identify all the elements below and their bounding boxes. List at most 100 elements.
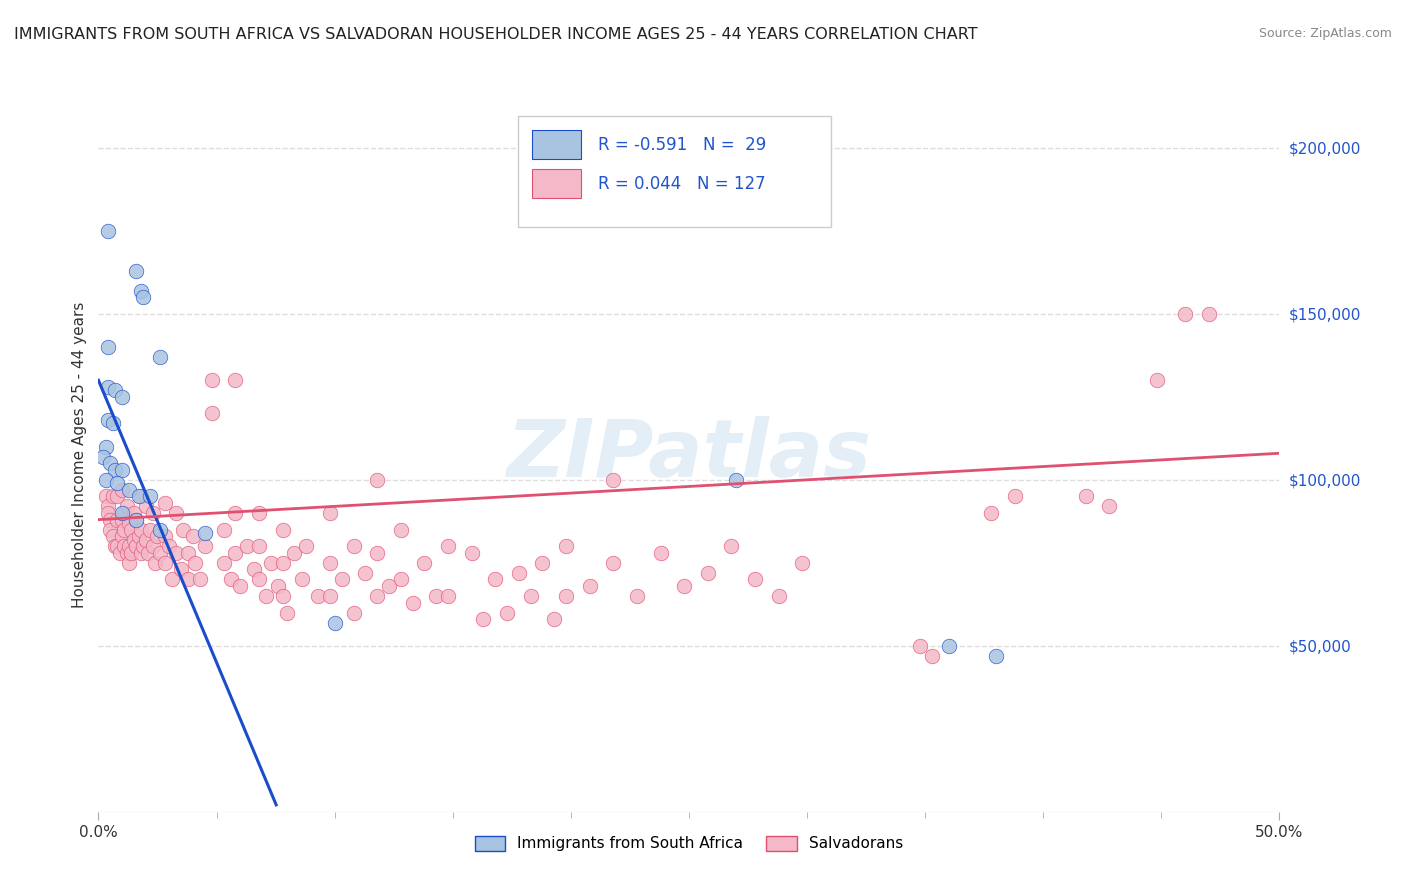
Point xyxy=(132,539,155,553)
Point xyxy=(104,539,127,553)
Point xyxy=(97,340,120,354)
Point xyxy=(1074,490,1097,504)
Point xyxy=(768,589,790,603)
Point xyxy=(112,523,135,537)
Point xyxy=(118,556,141,570)
Point xyxy=(135,500,157,514)
Text: IMMIGRANTS FROM SOUTH AFRICA VS SALVADORAN HOUSEHOLDER INCOME AGES 25 - 44 YEARS: IMMIGRANTS FROM SOUTH AFRICA VS SALVADOR… xyxy=(14,27,977,42)
Point xyxy=(94,440,117,454)
Text: Source: ZipAtlas.com: Source: ZipAtlas.com xyxy=(1258,27,1392,40)
Point xyxy=(437,539,460,553)
Point xyxy=(229,579,252,593)
Point xyxy=(212,523,235,537)
Point xyxy=(342,606,364,620)
Point xyxy=(121,546,143,560)
Point xyxy=(389,523,412,537)
Text: ZIPatlas: ZIPatlas xyxy=(506,416,872,494)
Point xyxy=(194,525,217,540)
Point xyxy=(1004,490,1026,504)
Point xyxy=(139,490,162,504)
Point xyxy=(276,606,298,620)
Point xyxy=(980,506,1002,520)
Point xyxy=(136,546,159,560)
Point xyxy=(271,523,294,537)
FancyBboxPatch shape xyxy=(517,116,831,227)
Point xyxy=(160,573,183,587)
Point xyxy=(98,513,121,527)
Point xyxy=(149,546,172,560)
Point xyxy=(555,539,578,553)
Point xyxy=(122,533,145,547)
Point xyxy=(177,546,200,560)
Point xyxy=(910,639,932,653)
FancyBboxPatch shape xyxy=(531,169,582,198)
Point xyxy=(97,506,120,520)
Point xyxy=(177,573,200,587)
Point xyxy=(97,380,120,394)
Point xyxy=(97,500,120,514)
Point xyxy=(129,284,152,298)
Point xyxy=(696,566,718,580)
Point xyxy=(111,390,134,404)
Point xyxy=(111,463,134,477)
Point xyxy=(1198,307,1220,321)
Point xyxy=(112,539,135,553)
Point xyxy=(104,383,127,397)
Text: R = 0.044   N = 127: R = 0.044 N = 127 xyxy=(598,175,766,193)
Point xyxy=(224,506,246,520)
Point xyxy=(519,589,541,603)
Point xyxy=(115,500,138,514)
Point xyxy=(142,539,165,553)
Point xyxy=(105,539,128,553)
Point xyxy=(112,506,135,520)
Point xyxy=(792,556,814,570)
Point xyxy=(578,579,600,593)
Point xyxy=(129,490,152,504)
Point xyxy=(181,529,204,543)
Point xyxy=(1098,500,1121,514)
Point xyxy=(531,556,554,570)
Point xyxy=(508,566,530,580)
Point xyxy=(125,263,148,277)
Point xyxy=(121,523,143,537)
Point xyxy=(984,648,1007,663)
Point xyxy=(626,589,648,603)
Point xyxy=(307,589,329,603)
Point xyxy=(142,506,165,520)
Point xyxy=(290,573,312,587)
Point xyxy=(165,546,187,560)
Point xyxy=(128,490,150,504)
Point xyxy=(98,456,121,470)
Point xyxy=(720,539,742,553)
Point xyxy=(104,463,127,477)
Point xyxy=(157,539,180,553)
Point xyxy=(267,579,290,593)
Point xyxy=(125,513,148,527)
Point xyxy=(271,589,294,603)
Point xyxy=(236,539,259,553)
Point xyxy=(97,224,120,238)
Point xyxy=(111,529,134,543)
Point xyxy=(153,556,176,570)
Point xyxy=(132,290,155,304)
Point xyxy=(378,579,401,593)
Point xyxy=(122,506,145,520)
Point xyxy=(111,513,134,527)
Point xyxy=(149,350,172,364)
Point xyxy=(323,615,346,630)
Point xyxy=(170,562,193,576)
Point xyxy=(389,573,412,587)
Y-axis label: Householder Income Ages 25 - 44 years: Householder Income Ages 25 - 44 years xyxy=(72,301,87,608)
Point xyxy=(219,573,242,587)
Point xyxy=(105,513,128,527)
Point xyxy=(319,589,342,603)
Point xyxy=(247,506,270,520)
Point xyxy=(342,539,364,553)
Point xyxy=(111,483,134,497)
Point xyxy=(125,539,148,553)
Point xyxy=(330,573,353,587)
Point xyxy=(101,490,124,504)
Point xyxy=(650,546,672,560)
Point xyxy=(111,506,134,520)
Point xyxy=(94,473,117,487)
